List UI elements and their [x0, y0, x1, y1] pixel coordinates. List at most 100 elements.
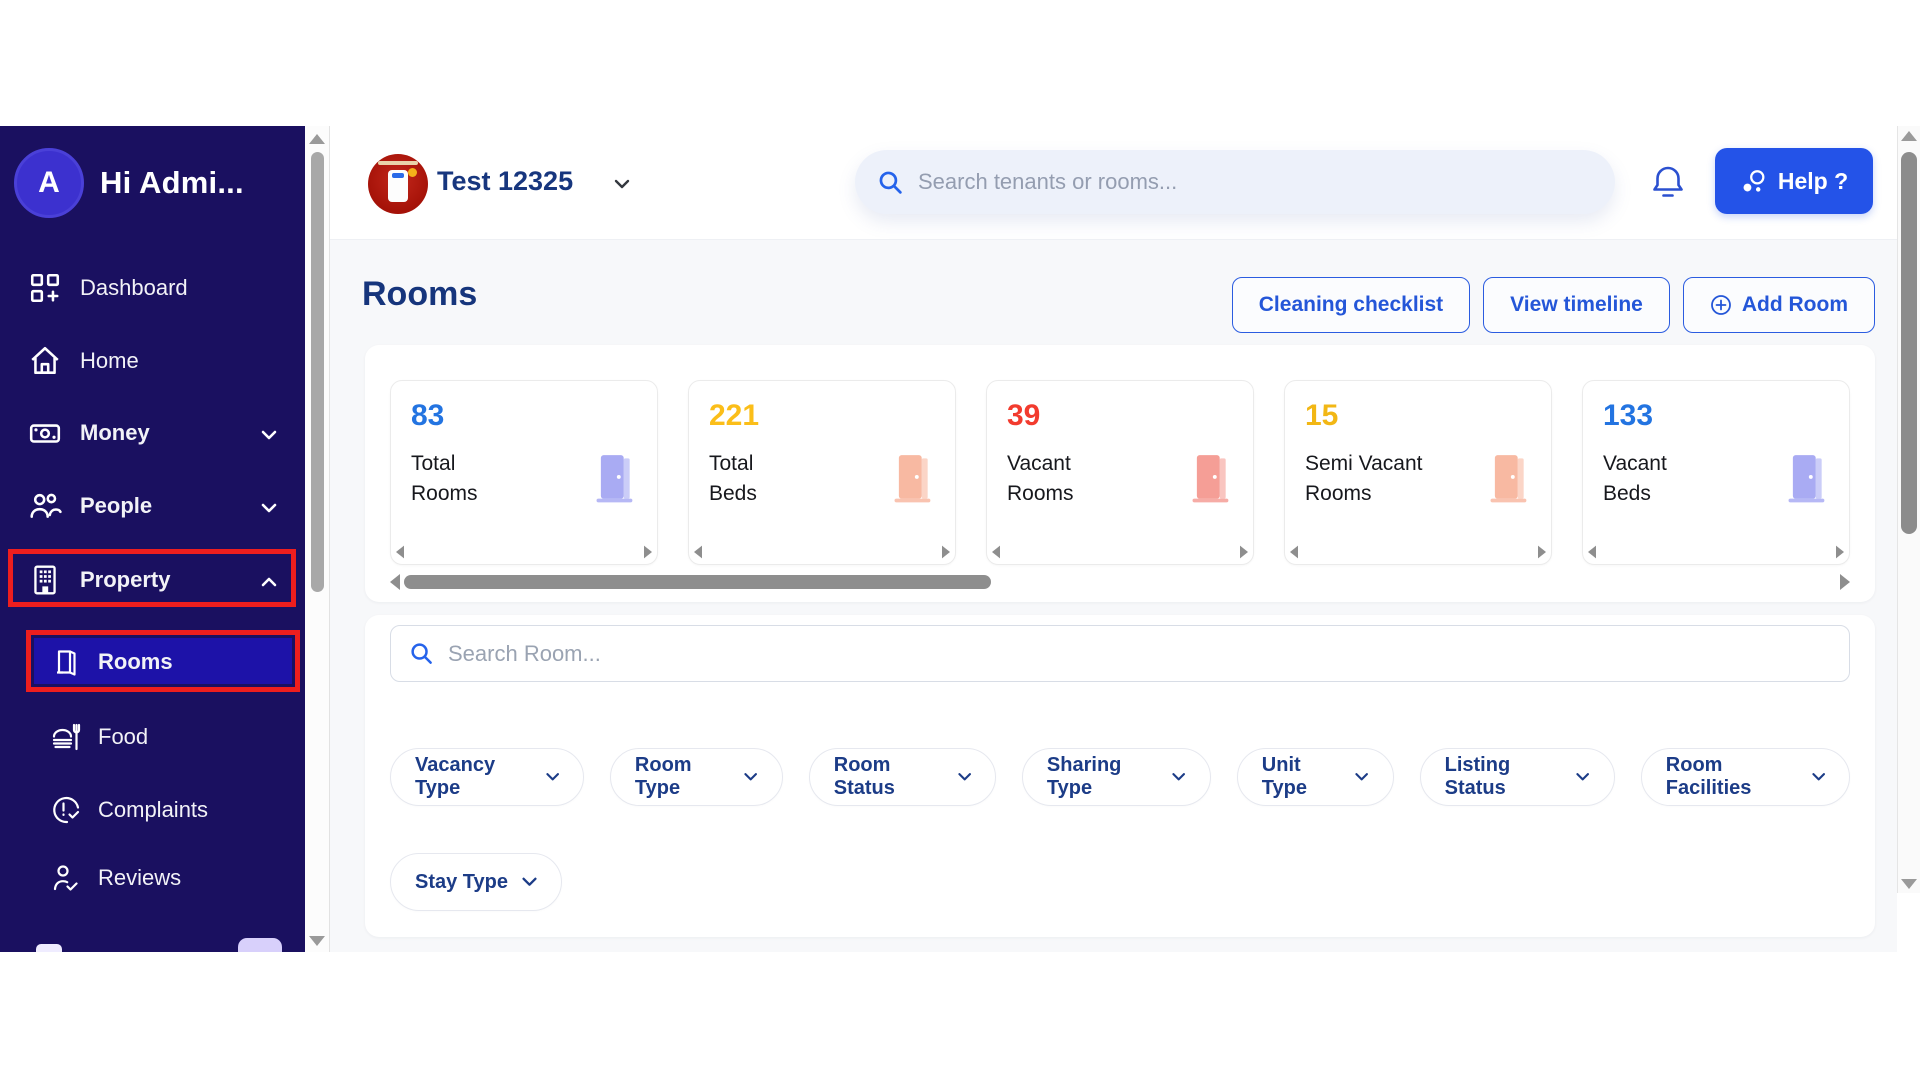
stat-card-total-beds: 221 Total Beds [688, 380, 956, 565]
complaint-alert-icon [50, 794, 82, 826]
filter-row-1: Vacancy Type Room Type Room Status Shari… [390, 748, 1850, 806]
sidebar-item-money[interactable]: Money [0, 407, 305, 459]
sidebar-item-label: Dashboard [80, 275, 188, 300]
filter-vacancy-type[interactable]: Vacancy Type [390, 748, 584, 806]
help-label: Help ? [1777, 167, 1849, 194]
chevron-down-icon [957, 773, 971, 781]
property-logo [368, 154, 428, 214]
stat-label: Vacant Rooms [1007, 452, 1074, 506]
stat-card-vacant-beds: 133 Vacant Beds [1582, 380, 1850, 565]
room-search [390, 625, 1850, 682]
scroll-left-arrow[interactable] [390, 574, 400, 590]
scroll-left-arrow[interactable] [1588, 545, 1596, 559]
scroll-up-arrow[interactable] [1901, 131, 1917, 141]
scroll-down-arrow[interactable] [1901, 879, 1917, 889]
filter-stay-type[interactable]: Stay Type [390, 853, 562, 911]
sidebar-scrollbar-thumb[interactable] [311, 152, 324, 592]
person-check-icon [50, 862, 82, 894]
chevron-down-icon[interactable] [612, 174, 632, 194]
scroll-left-arrow[interactable] [694, 545, 702, 559]
avatar: A [14, 148, 84, 218]
filter-room-type[interactable]: Room Type [609, 748, 783, 806]
stat-label: Semi Vacant Rooms [1305, 452, 1423, 506]
search-icon [411, 643, 432, 664]
active-item-highlight [34, 638, 292, 684]
workspace-name[interactable]: Test 12325 [437, 166, 574, 196]
food-icon [50, 721, 82, 753]
filter-room-facilities[interactable]: Room Facilities [1640, 748, 1850, 806]
stat-card-vacant-rooms: 39 Vacant Rooms [986, 380, 1254, 565]
chevron-down-icon [1355, 773, 1369, 781]
plus-circle-icon [1710, 295, 1731, 315]
sidebar-item-label: People [80, 493, 153, 518]
support-icon [1743, 170, 1765, 192]
page-title: Rooms [362, 275, 478, 313]
sidebar-item-property[interactable]: Property [0, 554, 305, 606]
scroll-down-arrow[interactable] [309, 936, 325, 946]
chevron-down-icon [1172, 773, 1186, 781]
stat-value: 39 [1007, 399, 1041, 432]
scroll-right-arrow[interactable] [1538, 545, 1546, 559]
sidebar-item-reviews[interactable]: Reviews [0, 852, 305, 904]
global-search-input[interactable] [918, 169, 1558, 195]
stats-panel: 83 Total Rooms 221 Total Beds [365, 345, 1875, 602]
door-icon [1787, 453, 1827, 503]
main-scrollbar-thumb[interactable] [1901, 152, 1917, 534]
sidebar-item-label: Complaints [98, 797, 209, 822]
help-button[interactable]: Help ? [1715, 148, 1873, 214]
sidebar-item-dashboard[interactable]: Dashboard [0, 262, 305, 314]
stat-value: 83 [411, 399, 445, 432]
stat-label: Total Rooms [411, 452, 478, 506]
cleaning-checklist-button[interactable]: Cleaning checklist [1231, 277, 1471, 333]
dashboard-icon [28, 271, 62, 305]
main-area: Test 12325 Help [330, 126, 1897, 952]
cards-horizontal-scrollbar[interactable] [390, 574, 1850, 590]
room-search-input[interactable] [448, 640, 1748, 667]
chevron-down-icon [744, 773, 758, 781]
chevron-down-icon [260, 424, 278, 442]
sidebar-item-home[interactable]: Home [0, 335, 305, 387]
scrollbar-thumb[interactable] [404, 575, 992, 589]
chevron-down-icon [1576, 773, 1590, 781]
scroll-right-arrow[interactable] [1836, 545, 1844, 559]
sidebar: A Hi Admi... Dashboard Home [0, 126, 305, 952]
scroll-right-arrow[interactable] [644, 545, 652, 559]
sidebar-user: A Hi Admi... [14, 148, 244, 218]
people-icon [28, 489, 62, 523]
sidebar-item-people[interactable]: People [0, 480, 305, 532]
main-scrollbar[interactable] [1897, 126, 1920, 893]
scroll-left-arrow[interactable] [396, 545, 404, 559]
scroll-right-arrow[interactable] [1840, 574, 1850, 590]
sidebar-item-label: Reviews [98, 865, 182, 890]
sidebar-item-label: Property [80, 567, 171, 592]
door-icon [595, 453, 635, 503]
notification-bell-icon[interactable] [1648, 162, 1688, 206]
door-icon [50, 646, 82, 678]
sidebar-item-complaints[interactable]: Complaints [0, 784, 305, 836]
sidebar-item-rooms[interactable]: Rooms [0, 636, 305, 688]
global-search [855, 150, 1615, 214]
sidebar-item-label: Rooms [98, 649, 173, 674]
filter-sharing-type[interactable]: Sharing Type [1021, 748, 1211, 806]
view-timeline-button[interactable]: View timeline [1483, 277, 1670, 333]
scroll-up-arrow[interactable] [309, 134, 325, 144]
sidebar-scrollbar[interactable] [305, 126, 330, 952]
add-room-button[interactable]: Add Room [1682, 277, 1875, 333]
scrollbar-track[interactable] [404, 574, 1836, 590]
search-icon [879, 171, 902, 194]
page-content: Rooms Cleaning checklist View timeline A… [330, 240, 1897, 952]
money-icon [28, 416, 62, 450]
filter-room-status[interactable]: Room Status [808, 748, 996, 806]
scroll-left-arrow[interactable] [1290, 545, 1298, 559]
scroll-right-arrow[interactable] [1240, 545, 1248, 559]
sidebar-item-food[interactable]: Food [0, 711, 305, 763]
home-icon [28, 344, 62, 378]
scroll-left-arrow[interactable] [992, 545, 1000, 559]
sidebar-item-label: Home [80, 348, 139, 373]
filter-listing-status[interactable]: Listing Status [1419, 748, 1615, 806]
chevron-down-icon [545, 773, 559, 781]
filter-unit-type[interactable]: Unit Type [1236, 748, 1394, 806]
stat-value: 133 [1603, 399, 1654, 432]
scroll-right-arrow[interactable] [942, 545, 950, 559]
